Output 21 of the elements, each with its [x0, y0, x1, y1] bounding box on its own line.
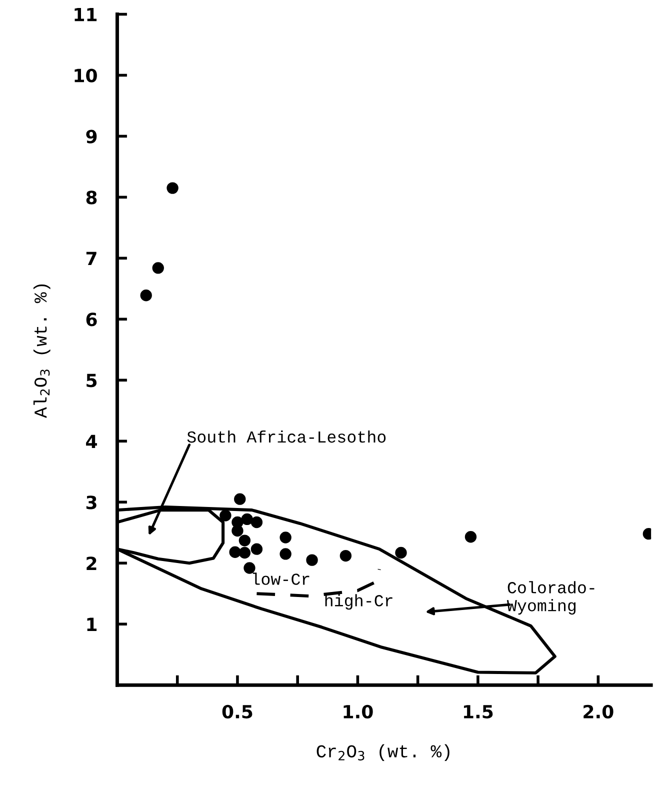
y-tick-label: 5 [86, 374, 97, 388]
y-tick-label: 11 [74, 8, 97, 22]
y-tick-label: 7 [86, 252, 96, 266]
annotation: low-Cr [252, 572, 310, 585]
y-tick-label: 1 [87, 618, 97, 631]
x-tick-label: 1.5 [464, 705, 493, 718]
y-tick-label: 9 [86, 130, 97, 144]
y-tick-label: 6 [86, 312, 97, 326]
annotation: Colorado- Wyoming [506, 581, 594, 615]
y-tick-label: 2 [86, 556, 96, 570]
y-tick-label: 3 [86, 496, 96, 510]
x-tick-label: 2.0 [584, 704, 614, 718]
x-tick-label: 0.5 [222, 704, 252, 718]
y-tick-label: 8 [86, 190, 97, 204]
x-tick-label: 1.0 [344, 704, 373, 718]
text: Cr$_{2}$O$_{3}$ (wt. %) [316, 744, 450, 762]
y-tick-label: 10 [74, 68, 97, 82]
annotation: high-Cr [325, 594, 392, 610]
annotation: South Africa-Lesotho [187, 430, 386, 443]
text: Al$_{2}$O$_{3}$ (wt. %) [33, 284, 50, 418]
y-tick-label: 4 [86, 434, 97, 448]
